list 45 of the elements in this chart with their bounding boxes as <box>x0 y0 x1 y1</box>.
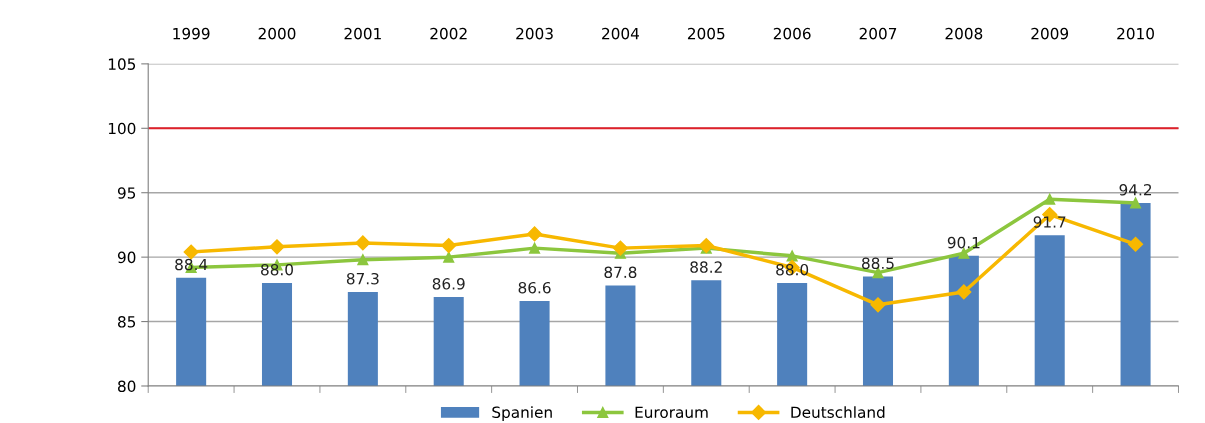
x-tick-label: 2009 <box>1031 27 1069 40</box>
x-tick-label: 2005 <box>687 27 725 40</box>
x-tick-label: 2001 <box>344 27 381 40</box>
legend-label: Euroraum <box>635 406 708 419</box>
y-tick-label: 80 <box>118 380 136 393</box>
point <box>269 239 285 255</box>
data-label: 94.2 <box>1119 184 1152 196</box>
data-label: 86.9 <box>432 278 465 290</box>
y-tick-label: 90 <box>117 251 136 264</box>
y-tick-label: 95 <box>117 187 136 199</box>
legend-label: Deutschland <box>791 406 885 419</box>
x-tick-label: 2007 <box>859 27 897 40</box>
point <box>529 242 541 254</box>
data-label: 87.3 <box>346 272 379 285</box>
x-tick-label: 1999 <box>173 27 210 40</box>
point <box>698 237 714 254</box>
x-tick-label: 2010 <box>1117 27 1154 40</box>
point <box>355 235 371 251</box>
x-tick-label: 2008 <box>945 27 983 40</box>
point <box>1127 236 1144 252</box>
data-label: 86.6 <box>518 281 551 294</box>
point <box>786 250 798 262</box>
data-label: 88.5 <box>862 257 894 269</box>
x-tick-label: 2000 <box>258 27 296 40</box>
x-tick-label: 2002 <box>430 27 467 40</box>
data-label: 88.2 <box>690 261 722 273</box>
x-tick-label: 2003 <box>516 27 553 40</box>
x-tick-label: 2006 <box>773 27 811 40</box>
data-label: 88.0 <box>261 263 293 276</box>
legend-label: Spanien <box>492 406 552 421</box>
y-tick-label: 85 <box>118 316 136 328</box>
point <box>612 240 628 256</box>
point <box>526 226 543 242</box>
point <box>870 297 886 313</box>
y-tick-label: 105 <box>108 58 136 70</box>
data-label: 90.1 <box>947 236 980 249</box>
data-label: 87.8 <box>604 266 637 279</box>
point <box>357 254 369 266</box>
point <box>441 237 457 254</box>
point <box>443 251 455 263</box>
point <box>1130 197 1142 209</box>
x-tick-label: 2004 <box>602 27 640 40</box>
point <box>1044 193 1056 205</box>
y-tick-label: 100 <box>108 122 136 135</box>
point <box>956 284 972 300</box>
